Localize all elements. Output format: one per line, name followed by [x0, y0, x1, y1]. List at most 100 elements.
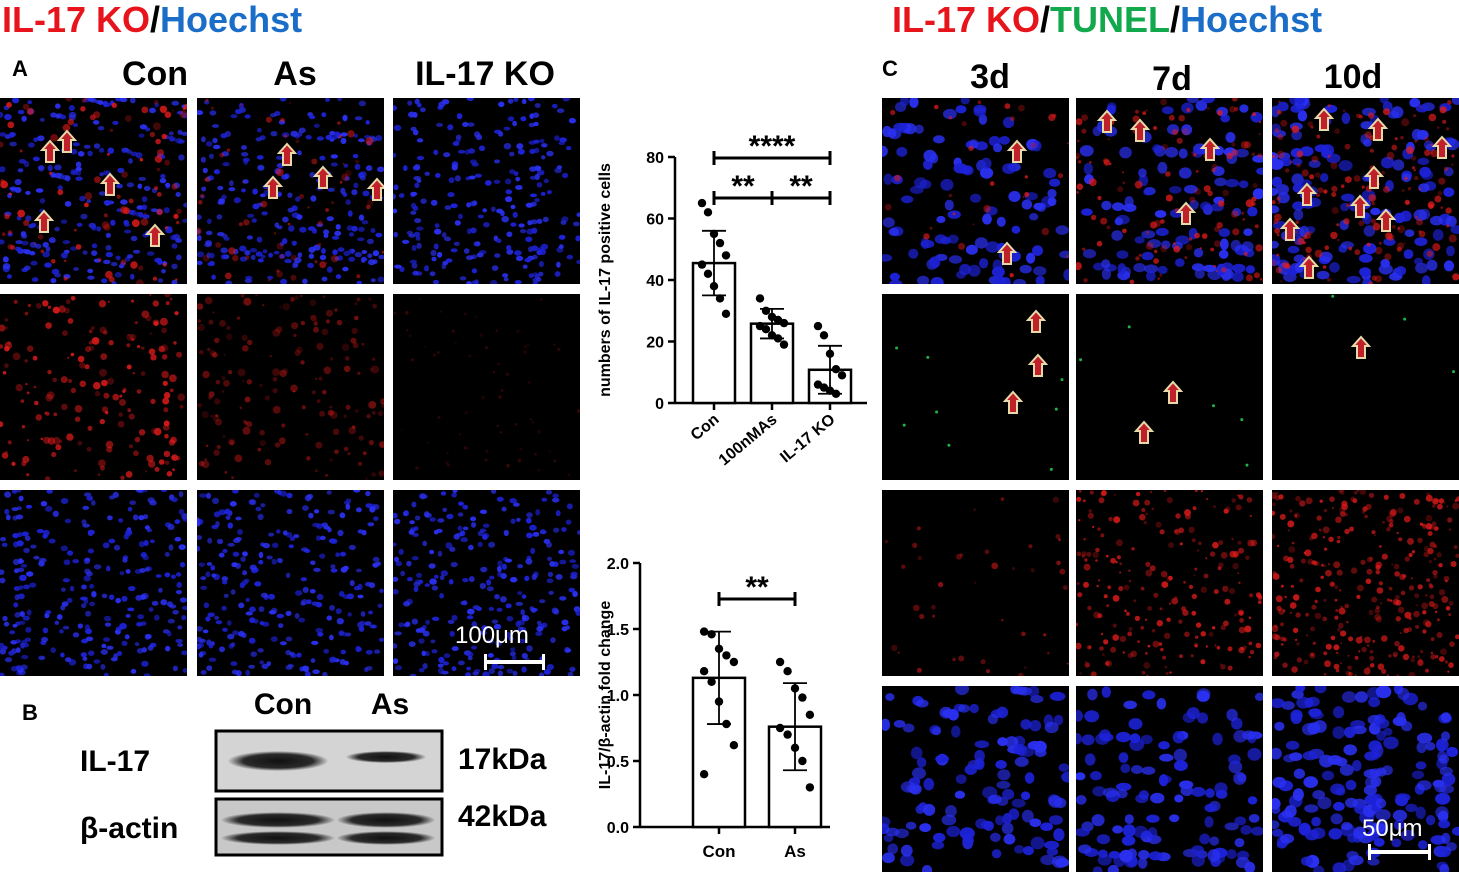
data-point — [697, 198, 707, 208]
micrograph-il17-7d — [1076, 490, 1263, 676]
title-part: / — [1040, 0, 1051, 40]
y-tick-label: 2.0 — [607, 556, 629, 573]
y-tick-label: 1.5 — [607, 622, 629, 639]
title-part: / — [1170, 0, 1181, 40]
significance-label: **** — [749, 130, 796, 163]
y-tick-label: 40 — [646, 273, 664, 290]
column-label-10d: 10d — [1323, 58, 1383, 96]
micrograph-merged-10d — [1272, 98, 1459, 284]
blot-size-42kda: 42kDa — [458, 800, 547, 833]
data-point — [798, 756, 807, 766]
marker-arrow — [1025, 309, 1047, 333]
panel-c-letter: C — [882, 56, 898, 81]
marker-arrow — [1129, 118, 1151, 142]
category-label: As — [784, 842, 806, 861]
marker-arrow — [33, 209, 55, 233]
title-part: TUNEL — [1050, 0, 1171, 40]
significance-label: ** — [731, 170, 755, 203]
blot-band — [228, 751, 328, 771]
column-label-con: Con — [121, 55, 189, 93]
marker-arrow — [1313, 107, 1335, 131]
title-part: Hoechst — [1180, 0, 1323, 40]
marker-arrow — [1363, 165, 1385, 189]
y-tick-label: 20 — [646, 335, 664, 352]
data-point — [697, 260, 707, 269]
title-part: IL-17 KO — [2, 0, 151, 40]
y-tick-label: 1.0 — [607, 688, 629, 705]
data-point — [775, 723, 785, 733]
micrograph-il17-3d — [882, 490, 1069, 676]
marker-arrow — [1349, 194, 1371, 218]
blot-column-con: Con — [253, 688, 313, 721]
micrograph-merged-3d — [882, 98, 1069, 284]
data-point — [783, 667, 792, 676]
blot-band — [346, 751, 426, 763]
marker-arrow — [1175, 201, 1197, 225]
y-tick-label: 0.0 — [607, 820, 629, 837]
column-label-7d: 7d — [1152, 60, 1192, 98]
marker-arrow — [99, 172, 121, 196]
data-point — [707, 677, 716, 686]
y-tick-label: 60 — [646, 212, 664, 229]
data-point — [721, 309, 731, 318]
marker-arrow — [1296, 182, 1318, 206]
blot-band — [336, 812, 436, 828]
data-point — [703, 269, 713, 278]
marker-arrow — [1006, 139, 1028, 163]
panel-c-scale-bar — [1368, 850, 1430, 854]
title-part: Hoechst — [160, 0, 303, 40]
micrograph-merged-7d — [1076, 98, 1263, 284]
data-point — [699, 627, 709, 636]
micrograph-hoechst-as — [197, 490, 384, 676]
data-point — [721, 251, 731, 260]
data-point — [783, 730, 792, 739]
blot-band — [220, 831, 336, 845]
panel-a-scale-bar-label: 100μm — [455, 622, 529, 649]
western-blot — [214, 729, 444, 857]
data-point — [703, 208, 713, 217]
micrograph-merged-il17ko — [393, 98, 580, 284]
column-label-3d: 3d — [970, 58, 1010, 96]
marker-arrow — [1367, 117, 1389, 141]
micrograph-hoechst-3d — [882, 686, 1069, 872]
data-point — [831, 365, 841, 374]
panel-a-title: IL-17 KO/Hoechst — [2, 2, 302, 38]
scale-bar-cap — [484, 654, 487, 670]
scale-bar-cap — [542, 654, 545, 670]
data-point — [805, 783, 815, 792]
data-point — [715, 238, 725, 248]
category-label: 100nMAs — [716, 411, 781, 469]
micrograph-il17-10d — [1272, 490, 1459, 676]
data-point — [761, 325, 771, 334]
y-axis-label: IL-17/β-actin fold change — [597, 601, 614, 790]
chart-il17-fold-change: 0.0 0.5 1.0 1.5 2.0 IL-17/β-actin fold change… — [597, 556, 830, 861]
category-label: Con — [702, 842, 735, 861]
panel-b-letter: B — [22, 700, 38, 725]
micrograph-il17-il17ko — [393, 294, 580, 480]
marker-arrow — [1431, 135, 1453, 159]
blot-band — [336, 831, 436, 845]
marker-arrow — [1133, 420, 1155, 444]
data-point — [729, 657, 739, 667]
blot-size-17kda: 17kDa — [458, 743, 547, 776]
micrograph-hoechst-7d — [1076, 686, 1263, 872]
data-point — [805, 710, 815, 719]
marker-arrow — [996, 241, 1018, 265]
y-tick-label: 80 — [646, 150, 664, 167]
chart-il17-positive-cells: 0 20 40 60 80 numbers of IL-17 positive cells… — [597, 130, 867, 469]
panel-c-scale-bar-label: 50μm — [1362, 815, 1423, 842]
significance-label: ** — [745, 571, 769, 604]
marker-arrow — [1096, 109, 1118, 133]
data-point — [798, 693, 807, 702]
blot-column-as: As — [370, 688, 410, 721]
data-point — [761, 306, 771, 315]
y-axis-label: numbers of IL-17 positive cells — [597, 163, 614, 397]
data-point — [722, 651, 731, 660]
title-part: IL-17 KO — [892, 0, 1041, 40]
marker-arrow — [56, 129, 78, 153]
y-tick-label: 0 — [655, 396, 664, 413]
data-point — [819, 331, 829, 340]
marker-arrow — [312, 165, 334, 189]
category-label: Con — [688, 411, 723, 444]
data-point — [729, 741, 739, 750]
